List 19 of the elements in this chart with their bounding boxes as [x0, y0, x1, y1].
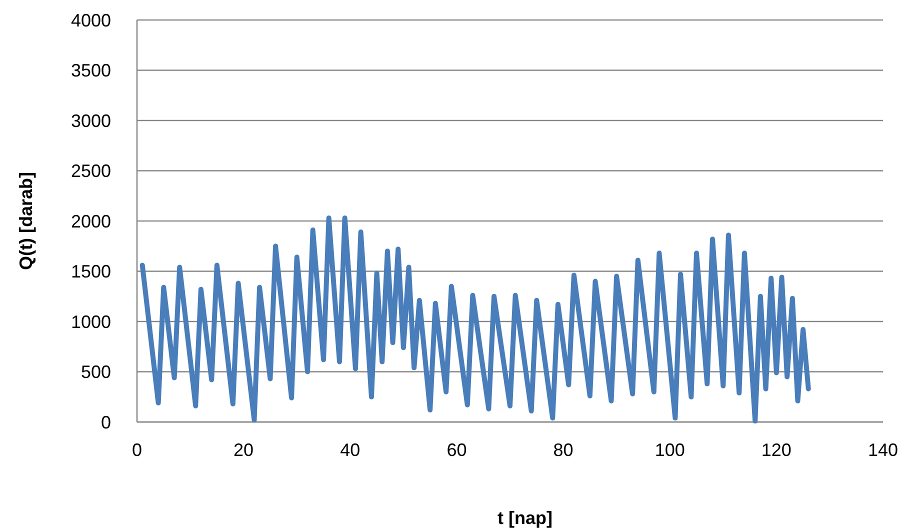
y-tick-label: 2500 — [70, 161, 111, 182]
x-tick-label: 40 — [340, 440, 360, 460]
y-tick-label: 1000 — [70, 312, 111, 332]
x-tick-label: 80 — [553, 440, 574, 460]
x-tick-label: 0 — [132, 440, 142, 460]
y-tick-label: 500 — [80, 362, 111, 382]
y-axis-title: Q(t) [darab] — [16, 172, 36, 270]
x-tick-label: 20 — [234, 440, 254, 460]
x-tick-label: 120 — [761, 440, 792, 460]
x-axis-title: t [nap] — [498, 508, 552, 528]
y-tick-label: 0 — [100, 412, 111, 432]
x-tick-label: 60 — [446, 440, 467, 460]
y-tick-label: 4000 — [70, 10, 111, 30]
y-tick-label: 3000 — [70, 110, 111, 131]
y-tick-label: 2000 — [70, 211, 111, 232]
y-tick-label: 3500 — [70, 60, 111, 81]
x-tick-label: 140 — [868, 440, 898, 460]
x-tick-label: 100 — [654, 440, 685, 460]
y-tick-label: 1500 — [70, 262, 111, 282]
